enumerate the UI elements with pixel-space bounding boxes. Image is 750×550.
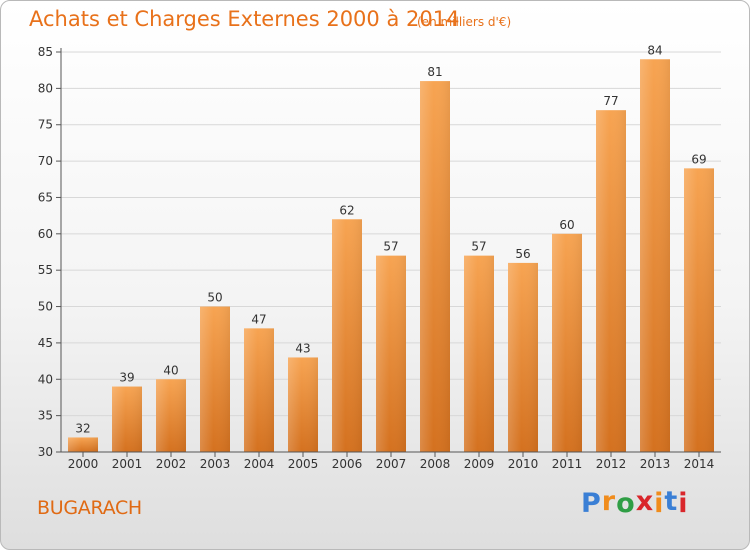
y-tick-label: 75: [38, 118, 53, 132]
bar-shine: [464, 256, 494, 452]
x-tick-label: 2010: [508, 457, 539, 471]
y-tick-label: 35: [38, 409, 53, 423]
bar-shine: [200, 307, 230, 452]
x-tick-label: 2006: [332, 457, 363, 471]
logo-letter: i: [678, 488, 688, 519]
x-tick-label: 2001: [112, 457, 143, 471]
bar-shine: [376, 256, 406, 452]
data-label-2000: 32: [75, 421, 90, 435]
x-tick-label: 2004: [244, 457, 275, 471]
y-tick-label: 50: [38, 300, 53, 314]
bar-shine: [244, 328, 274, 452]
data-label-2011: 60: [559, 218, 574, 232]
bar-shine: [684, 168, 714, 452]
bar-shine: [508, 263, 538, 452]
x-tick-label: 2002: [156, 457, 187, 471]
x-tick-label: 2003: [200, 457, 231, 471]
x-tick-label: 2014: [684, 457, 715, 471]
y-tick-label: 40: [38, 372, 53, 386]
bar-layer: 32 39 40 50 47 43 62 57 81 57 56 60 77 84 69: [68, 43, 714, 452]
data-label-2001: 39: [119, 371, 134, 385]
data-label-2006: 62: [339, 203, 354, 217]
x-tick-label: 2009: [464, 457, 495, 471]
y-tick-label: 30: [38, 445, 53, 459]
data-label-2005: 43: [295, 341, 310, 355]
x-tick-label: 2007: [376, 457, 407, 471]
bar-chart: 32 39 40 50 47 43 62 57 81 57 56 60 77 84 69 30 35 40 45 5…: [1, 1, 749, 549]
logo-letter: i: [654, 488, 664, 519]
logo-letter: x: [636, 486, 654, 517]
data-label-2009: 57: [471, 240, 486, 254]
logo-letter: t: [664, 486, 678, 517]
data-label-2008: 81: [427, 65, 442, 79]
bar-shine: [332, 219, 362, 452]
y-tick-label: 85: [38, 45, 53, 59]
x-tick-label: 2013: [640, 457, 671, 471]
x-tick-label: 2012: [596, 457, 627, 471]
data-label-2013: 84: [647, 43, 662, 57]
bar-shine: [552, 234, 582, 452]
logo-letter: r: [602, 486, 616, 517]
x-tick-label: 2011: [552, 457, 583, 471]
data-label-2012: 77: [603, 94, 618, 108]
y-tick-label: 55: [38, 263, 53, 277]
bar-shine: [640, 59, 670, 452]
x-tick-label: 2000: [68, 457, 99, 471]
x-tick-label: 2005: [288, 457, 319, 471]
bar-shine: [68, 437, 98, 452]
y-tick-label: 70: [38, 154, 53, 168]
y-tick-label: 65: [38, 190, 53, 204]
data-label-2004: 47: [251, 312, 266, 326]
bar-shine: [288, 357, 318, 452]
y-tick-label: 45: [38, 336, 53, 350]
logo-letter: P: [581, 488, 602, 519]
bar-shine: [112, 387, 142, 452]
data-label-2007: 57: [383, 240, 398, 254]
bar-shine: [156, 379, 186, 452]
data-label-2003: 50: [207, 291, 222, 305]
data-label-2014: 69: [691, 152, 706, 166]
x-tick-label: 2008: [420, 457, 451, 471]
bar-shine: [596, 110, 626, 452]
data-label-2010: 56: [515, 247, 530, 261]
proxiti-logo: Proxiti: [581, 488, 689, 519]
chart-frame: Achats et Charges Externes 2000 à 2014 (…: [0, 0, 750, 550]
bar-shine: [420, 81, 450, 452]
y-tick-label: 80: [38, 81, 53, 95]
commune-name: BUGARACH: [37, 497, 142, 519]
logo-letter: o: [616, 488, 636, 519]
y-tick-label: 60: [38, 227, 53, 241]
data-label-2002: 40: [163, 363, 178, 377]
